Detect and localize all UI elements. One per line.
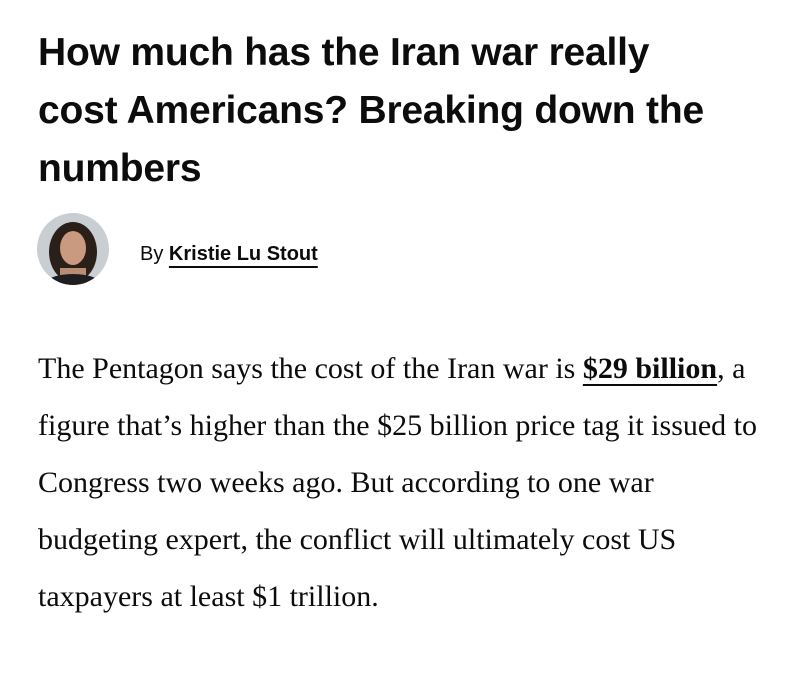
byline-prefix: By bbox=[140, 243, 164, 265]
body-text: The Pentagon says the cost of the Iran w… bbox=[38, 352, 576, 385]
byline: By Kristie Lu Stout bbox=[140, 240, 318, 268]
body-text: , a figure that’s higher than the $25 bi… bbox=[38, 352, 758, 613]
inline-link[interactable]: $29 billion bbox=[582, 352, 718, 385]
body-paragraph: The Pentagon says the cost of the Iran w… bbox=[38, 340, 768, 625]
headline: How much has the Iran war really cost Am… bbox=[38, 31, 704, 190]
author-avatar[interactable] bbox=[36, 212, 110, 286]
author-link[interactable]: Kristie Lu Stout bbox=[168, 243, 318, 265]
